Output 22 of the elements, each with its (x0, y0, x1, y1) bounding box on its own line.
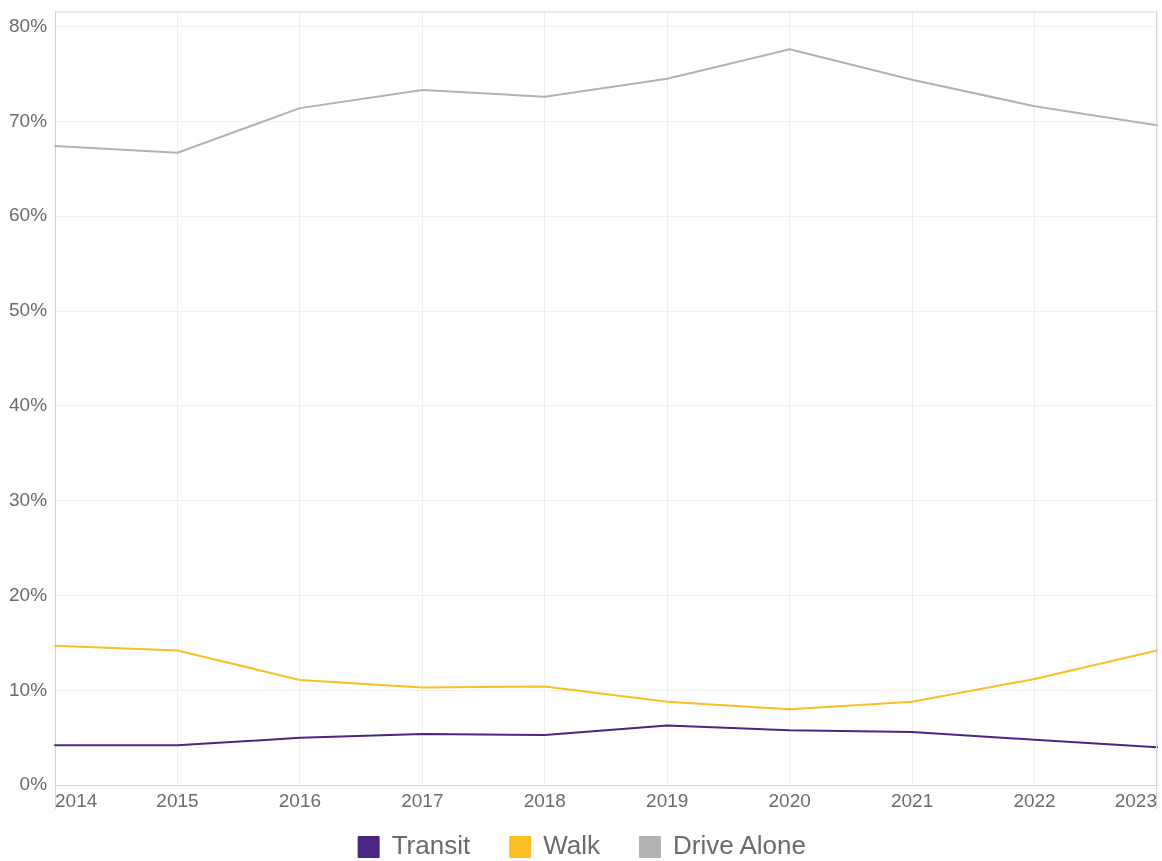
x-tick-label: 2021 (890, 789, 934, 811)
y-tick-label: 0% (19, 773, 48, 795)
x-tick-label: 2017 (401, 789, 444, 811)
y-tick-label: 30% (9, 488, 48, 510)
y-tick-label: 50% (9, 299, 48, 321)
x-tick-label: 2016 (278, 789, 322, 811)
x-tick-label: 2018 (523, 789, 566, 811)
x-tick-label: 2023 (1114, 789, 1157, 811)
y-tick-label: 40% (9, 394, 48, 416)
x-tick-label: 2022 (1013, 789, 1056, 811)
y-tick-label: 80% (9, 14, 48, 36)
y-tick-label: 10% (9, 678, 48, 700)
x-tick-label: 2015 (156, 789, 199, 811)
y-tick-label: 70% (9, 109, 48, 131)
legend-label: Walk (543, 830, 601, 861)
legend-label: Drive Alone (672, 830, 806, 861)
x-tick-label: 2014 (55, 789, 98, 811)
y-tick-label: 20% (9, 583, 48, 605)
legend-label: Transit (391, 830, 471, 861)
x-tick-label: 2019 (646, 789, 689, 811)
y-tick-label: 60% (9, 204, 48, 226)
x-tick-label: 2020 (768, 789, 811, 811)
